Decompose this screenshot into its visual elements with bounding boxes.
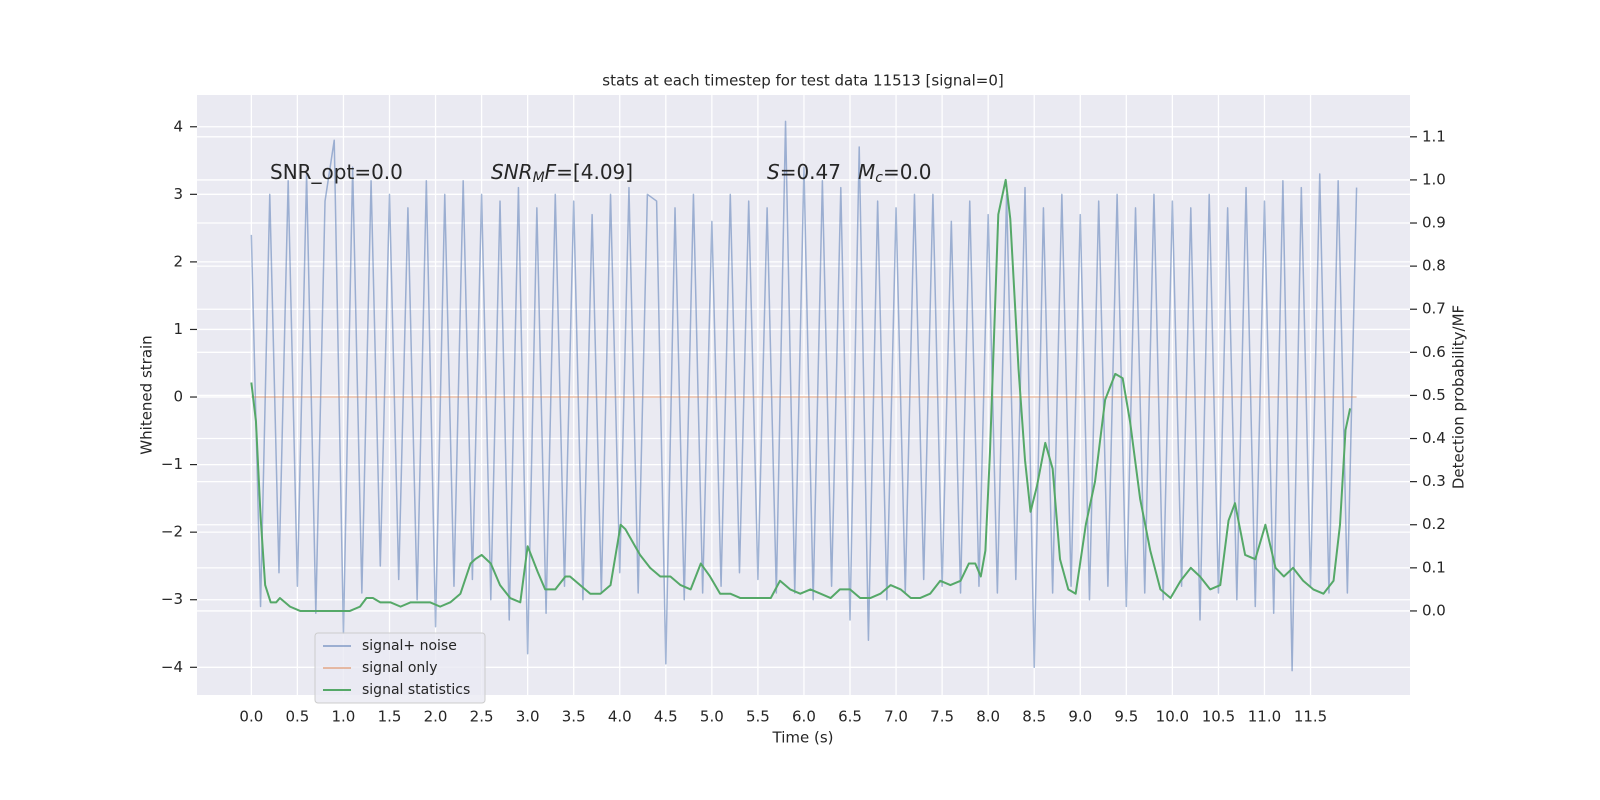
y2-tick-label: 1.1 <box>1422 127 1446 145</box>
y-tick-label: −2 <box>161 523 183 541</box>
x-tick-label: 1.5 <box>378 708 402 726</box>
annotation: SNR_opt=0.0 <box>270 160 403 184</box>
y2-tick-label: 0.9 <box>1422 214 1446 232</box>
x-axis-label: Time (s) <box>772 729 834 747</box>
chart-title: stats at each timestep for test data 115… <box>602 72 1003 90</box>
x-tick-label: 6.0 <box>792 708 816 726</box>
y2-tick-label: 0.7 <box>1422 300 1446 318</box>
series-line <box>250 178 1352 612</box>
legend-label: signal+ noise <box>362 638 457 654</box>
y-tick-label: 3 <box>173 185 183 203</box>
x-tick-label: 9.0 <box>1068 708 1092 726</box>
y2-tick-label: 1.0 <box>1422 170 1446 188</box>
series-line <box>250 120 1358 672</box>
y2-tick-label: 0.8 <box>1422 257 1446 275</box>
x-tick-label: 1.0 <box>332 708 356 726</box>
axes: 0.0 0.5 1.0 1.5 2.0 2.5 3.0 3.5 4.0 4.5 5.0 5.5 6.0 6… <box>161 117 1446 725</box>
annotation-part: =0.47 <box>780 160 841 184</box>
x-tick-label: 7.0 <box>884 708 908 726</box>
legend-label: signal only <box>362 660 437 676</box>
annotation: SNRMF=[4.09] <box>491 160 633 187</box>
y2-tick-label: 0.6 <box>1422 343 1446 361</box>
y2-tick-label: 0.2 <box>1422 515 1446 533</box>
annotation-part: SNR_opt=0.0 <box>270 160 403 184</box>
y-tick-label: 0 <box>173 388 183 406</box>
legend-label: signal statistics <box>362 682 470 698</box>
y-tick-label: −1 <box>161 455 183 473</box>
x-tick-label: 9.5 <box>1114 708 1138 726</box>
y2-tick-label: 0.1 <box>1422 558 1446 576</box>
annotation-part: M <box>858 160 875 184</box>
x-tick-label: 5.0 <box>700 708 724 726</box>
y2-axis-label: Detection probability/MF <box>1450 305 1468 489</box>
annotation: Mc=0.0 <box>858 160 932 187</box>
y2-tick-label: 0.5 <box>1422 386 1446 404</box>
y2-tick-label: 0.4 <box>1422 429 1446 447</box>
x-tick-label: 3.5 <box>562 708 586 726</box>
y-tick-label: 2 <box>173 252 183 270</box>
y-tick-label: −3 <box>161 590 183 608</box>
annotation-part: SNR <box>491 160 533 184</box>
x-tick-label: 2.0 <box>424 708 448 726</box>
x-tick-label: 7.5 <box>930 708 954 726</box>
y-tick-label: 4 <box>173 117 183 135</box>
x-tick-label: 0.5 <box>285 708 309 726</box>
annotation-part: =0.0 <box>883 160 932 184</box>
x-tick-label: 3.0 <box>516 708 540 726</box>
legend-box <box>314 632 486 704</box>
annotation-part: M <box>533 170 545 186</box>
marks <box>250 120 1358 672</box>
x-tick-label: 8.5 <box>1022 708 1046 726</box>
x-tick-label: 2.5 <box>470 708 494 726</box>
y2-tick-label: 0.3 <box>1422 472 1446 490</box>
x-tick-label: 4.0 <box>608 708 632 726</box>
y-tick-label: −4 <box>161 658 183 676</box>
y-tick-label: 1 <box>173 320 183 338</box>
x-tick-label: 6.5 <box>838 708 862 726</box>
x-tick-label: 11.5 <box>1294 708 1327 726</box>
y-axis-label: Whitened strain <box>138 335 156 454</box>
x-tick-label: 8.0 <box>976 708 1000 726</box>
x-tick-label: 0.0 <box>239 708 263 726</box>
legend: signal+ noise signal only signal statistic… <box>314 632 486 704</box>
annotation-part: S <box>767 160 780 184</box>
annotation: S=0.47 <box>767 160 841 184</box>
y2-tick-label: 0.0 <box>1422 601 1446 619</box>
x-tick-label: 10.0 <box>1156 708 1189 726</box>
x-tick-label: 10.5 <box>1202 708 1235 726</box>
x-tick-label: 4.5 <box>654 708 678 726</box>
annotation-part: F <box>545 160 557 184</box>
x-tick-label: 5.5 <box>746 708 770 726</box>
x-tick-label: 11.0 <box>1248 708 1281 726</box>
annotation-part: =[4.09] <box>556 160 633 184</box>
annotation-part: c <box>875 170 883 186</box>
